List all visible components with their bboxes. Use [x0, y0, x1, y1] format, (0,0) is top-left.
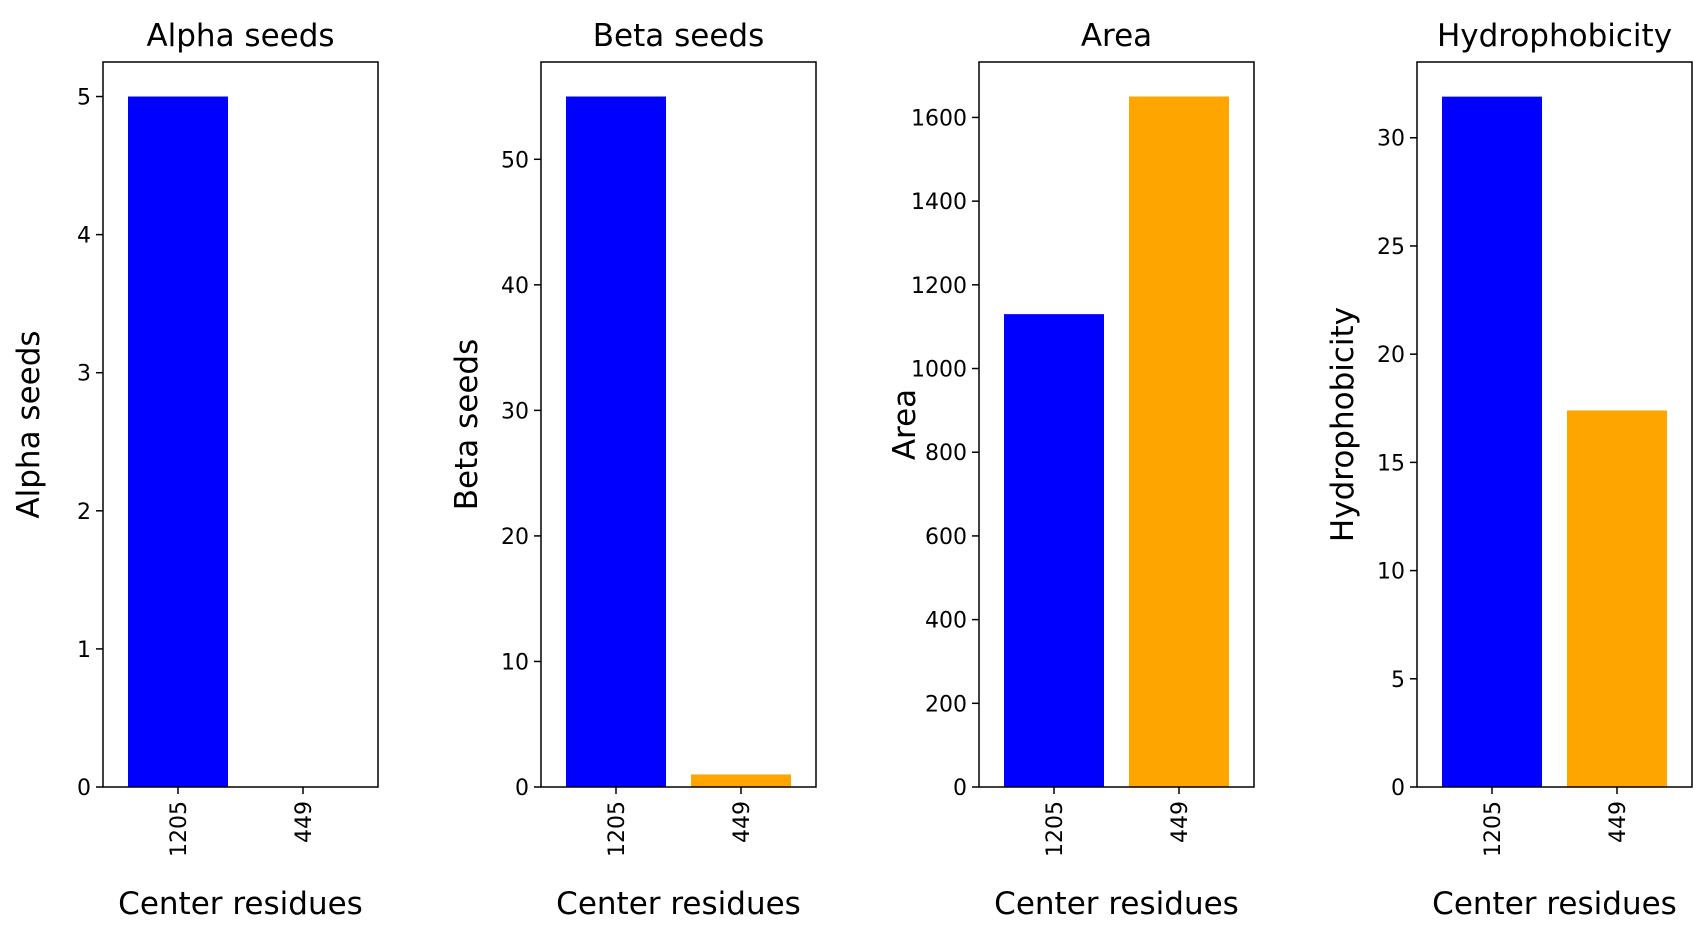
y-tick-label: 20 [1377, 343, 1405, 368]
subplot-3: 1205 449 0 200 400 600 800 1000 1200 1400 1600 Area… [887, 18, 1255, 922]
y-tick-label: 5 [77, 86, 91, 111]
x-tick-label: 449 [292, 801, 317, 843]
axes-frame [102, 61, 379, 788]
y-tick-label: 0 [953, 776, 967, 801]
y-tick-label: 0 [1391, 776, 1405, 801]
x-axis-label: Center residues [556, 886, 801, 922]
x-tick-label: 449 [1168, 801, 1193, 843]
bar-1205 [1442, 96, 1542, 787]
y-tick-label: 400 [925, 609, 967, 634]
y-tick-label: 1200 [911, 274, 967, 299]
chart-title: Area [1081, 18, 1152, 54]
subplot-4: 1205 449 0 5 10 15 20 25 30 Hydrophobicity Center … [1325, 18, 1693, 922]
chart-title: Alpha seeds [146, 18, 334, 54]
y-tick-label: 3 [77, 362, 91, 387]
bar-1205 [1004, 314, 1104, 787]
y-tick-label: 15 [1377, 451, 1405, 476]
bar-1205 [566, 96, 666, 788]
x-tick-label: 1205 [167, 801, 192, 857]
y-tick-label: 30 [1377, 127, 1405, 152]
subplot-1: 1205 449 0 1 2 3 4 5 Alpha seeds Center residues A… [11, 18, 379, 922]
y-tick-label: 1600 [911, 106, 967, 131]
x-tick-label: 1205 [605, 801, 630, 857]
x-tick-label: 1205 [1481, 801, 1506, 857]
y-axis-label: Alpha seeds [11, 330, 47, 518]
y-tick-label: 1000 [911, 358, 967, 383]
y-tick-label: 0 [77, 776, 91, 801]
x-tick-label: 1205 [1043, 801, 1068, 857]
y-axis-label: Hydrophobicity [1325, 307, 1361, 542]
y-tick-label: 1 [77, 638, 91, 663]
y-tick-label: 2 [77, 500, 91, 525]
y-tick-label: 0 [515, 776, 529, 801]
y-tick-label: 10 [501, 650, 529, 675]
bar-449 [1129, 96, 1229, 788]
y-tick-label: 600 [925, 525, 967, 550]
x-axis-label: Center residues [118, 886, 363, 922]
x-axis-label: Center residues [994, 886, 1239, 922]
y-tick-label: 50 [501, 148, 529, 173]
bar-1205 [128, 96, 228, 788]
bar-449 [1567, 410, 1667, 787]
axes-frame [978, 61, 1255, 788]
y-tick-label: 25 [1377, 235, 1405, 260]
y-tick-label: 10 [1377, 560, 1405, 585]
y-tick-label: 800 [925, 441, 967, 466]
x-axis-label: Center residues [1432, 886, 1677, 922]
y-tick-label: 20 [501, 525, 529, 550]
chart-title: Beta seeds [593, 18, 764, 54]
subplot-2: 1205 449 0 10 20 30 40 50 Beta seeds Center resid… [449, 18, 817, 922]
axes-frame [540, 61, 817, 788]
y-tick-label: 40 [501, 274, 529, 299]
axes-frame [1416, 61, 1693, 788]
x-tick-label: 449 [1606, 801, 1631, 843]
y-tick-label: 4 [77, 224, 91, 249]
x-tick-label: 449 [730, 801, 755, 843]
bar-449 [691, 774, 791, 787]
y-tick-label: 200 [925, 692, 967, 717]
y-tick-label: 5 [1391, 668, 1405, 693]
y-tick-label: 30 [501, 399, 529, 424]
y-axis-label: Area [887, 389, 923, 460]
y-axis-label: Beta seeds [449, 339, 485, 510]
y-tick-label: 1400 [911, 190, 967, 215]
chart-title: Hydrophobicity [1437, 18, 1672, 54]
